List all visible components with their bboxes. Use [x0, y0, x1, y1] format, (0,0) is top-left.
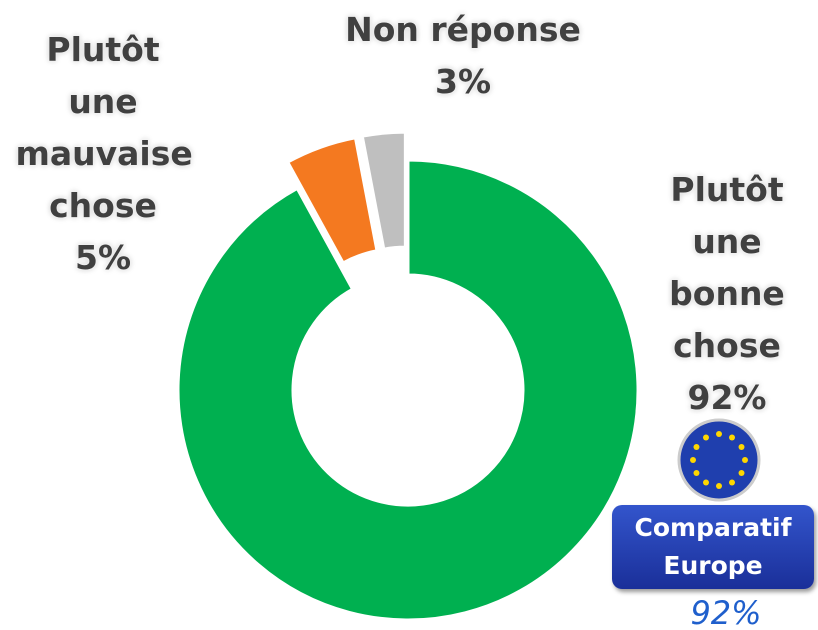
star [693, 470, 700, 476]
star [693, 444, 700, 450]
category-label: Non réponse [345, 10, 581, 49]
comparison-badge: Comparatif Europe [612, 505, 814, 589]
star [716, 431, 722, 437]
category-label: Plutôt une mauvaise chose [15, 30, 193, 225]
comparison-value: 92% [690, 594, 762, 630]
star [690, 457, 696, 463]
donut-slice [285, 135, 379, 265]
star [703, 479, 709, 486]
star [716, 483, 722, 489]
eu-flag [677, 418, 761, 502]
star [703, 434, 709, 441]
slice-label: Non réponse 3% [303, 4, 623, 108]
category-label: Plutôt une bonne chose [669, 170, 785, 365]
donut-slice [360, 130, 407, 251]
slice-label: Plutôt une mauvaise chose 5% [15, 24, 193, 284]
value-label: 5% [74, 238, 132, 277]
value-label: 92% [687, 378, 767, 417]
star [738, 444, 745, 450]
star [742, 457, 748, 463]
slice-label: Plutôt une bonne chose 92% [657, 164, 797, 424]
star [729, 434, 735, 441]
star [729, 479, 735, 486]
donut-slice [176, 158, 640, 622]
value-label: 3% [434, 62, 492, 101]
star [738, 470, 745, 476]
